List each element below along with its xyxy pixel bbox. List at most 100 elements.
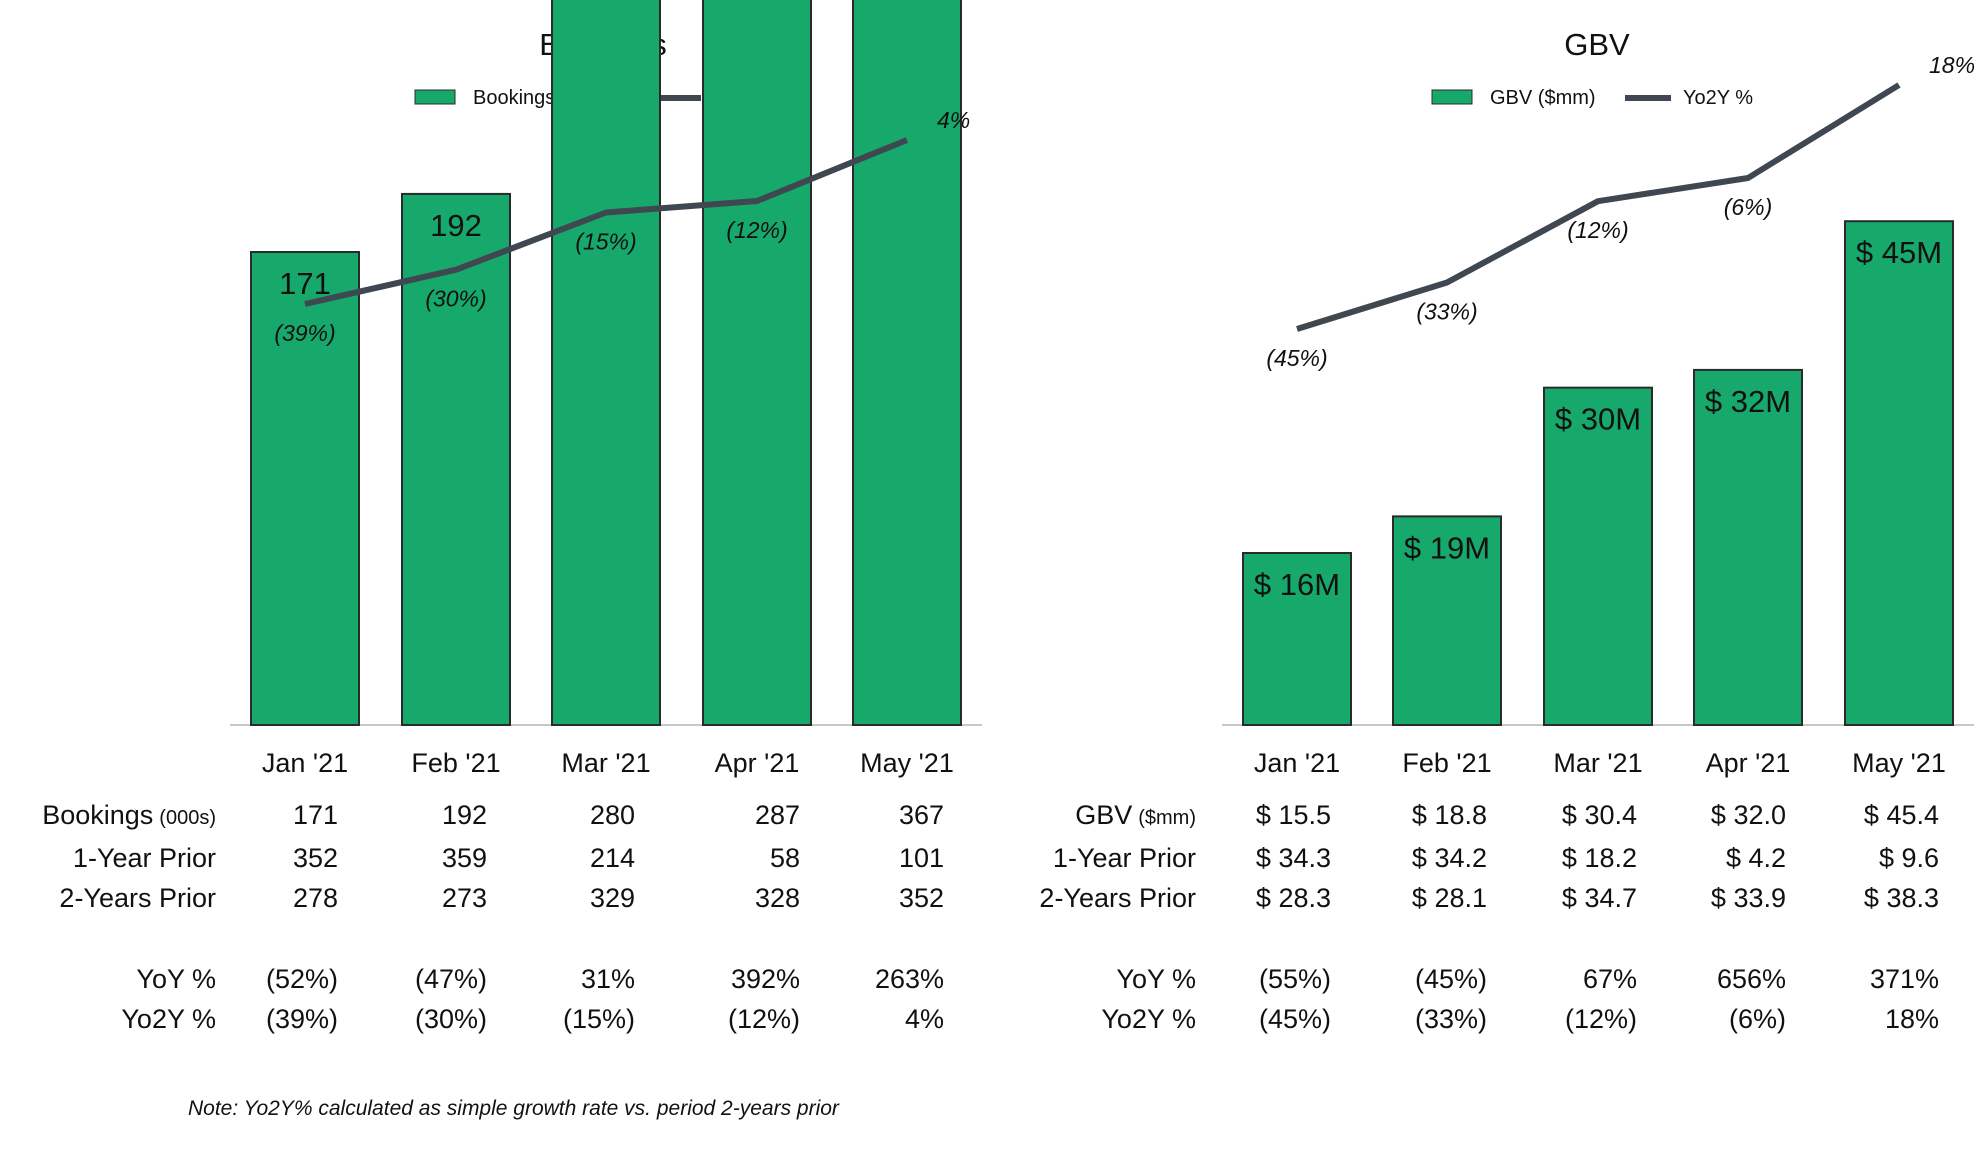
bar-value-label: 171 (279, 266, 331, 301)
table-cell: 18% (1885, 1004, 1939, 1034)
table-cell: $ 38.3 (1864, 883, 1939, 913)
table-cell: (55%) (1259, 964, 1331, 994)
table-row-label: Yo2Y % (1101, 1004, 1196, 1034)
bar-value-label: $ 16M (1254, 567, 1340, 602)
table-cell: $ 28.1 (1412, 883, 1487, 913)
bar-value-label: $ 45M (1856, 235, 1942, 270)
table-cell: 273 (442, 883, 487, 913)
yo2y-label: 18% (1929, 52, 1975, 78)
table-cell: 352 (899, 883, 944, 913)
bar (250, 251, 360, 726)
table-row-label: Yo2Y % (121, 1004, 216, 1034)
table-cell: 31% (581, 964, 635, 994)
table-cell: (39%) (266, 1004, 338, 1034)
bar (551, 0, 661, 727)
yo2y-label: (15%) (575, 228, 636, 254)
yo2y-line (1296, 82, 1901, 332)
table-cell: (33%) (1415, 1004, 1487, 1034)
yo2y-label: (39%) (274, 320, 335, 346)
table-row-label: 2-Years Prior (1039, 883, 1196, 913)
table-row-label: GBV ($mm) (1075, 800, 1196, 830)
bar (702, 0, 812, 726)
table-cell: $ 33.9 (1711, 883, 1786, 913)
table-cell: 67% (1583, 964, 1637, 994)
bar-value-label: $ 32M (1705, 384, 1791, 419)
table-cell: (12%) (1565, 1004, 1637, 1034)
category-label: Jan '21 (1254, 748, 1340, 778)
bar (1242, 552, 1352, 726)
category-label: Apr '21 (1706, 748, 1791, 778)
table-cell: (12%) (728, 1004, 800, 1034)
table-cell: 287 (755, 800, 800, 830)
table-cell: 392% (731, 964, 800, 994)
table-cell: 329 (590, 883, 635, 913)
table-cell: $ 15.5 (1256, 800, 1331, 830)
bar (1392, 515, 1502, 726)
table-cell: (45%) (1415, 964, 1487, 994)
table-cell: 656% (1717, 964, 1786, 994)
table-row-label: Bookings (000s) (42, 800, 216, 830)
table-cell: $ 32.0 (1711, 800, 1786, 830)
table-cell: 192 (442, 800, 487, 830)
table-cell: 367 (899, 800, 944, 830)
table-cell: (15%) (563, 1004, 635, 1034)
bar (1844, 220, 1954, 726)
bar (1543, 386, 1653, 726)
category-label: Jan '21 (262, 748, 348, 778)
table-cell: 278 (293, 883, 338, 913)
table-row-label: 1-Year Prior (1053, 843, 1196, 873)
category-label: Feb '21 (411, 748, 500, 778)
table-cell: $ 34.3 (1256, 843, 1331, 873)
table-cell: $ 9.6 (1879, 843, 1939, 873)
yo2y-line (304, 137, 909, 307)
table-cell: $ 34.2 (1412, 843, 1487, 873)
table-cell: (6%) (1729, 1004, 1786, 1034)
table-row-label: 2-Years Prior (59, 883, 216, 913)
table-cell: 263% (875, 964, 944, 994)
footnote: Note: Yo2Y% calculated as simple growth … (188, 1097, 840, 1120)
table-cell: 352 (293, 843, 338, 873)
chart-title: GBV (1564, 27, 1630, 62)
table-cell: (30%) (415, 1004, 487, 1034)
category-label: Mar '21 (561, 748, 650, 778)
table-cell: 280 (590, 800, 635, 830)
yo2y-label: (6%) (1724, 194, 1773, 220)
yo2y-label: (12%) (726, 217, 787, 243)
category-label: Apr '21 (715, 748, 800, 778)
category-label: Feb '21 (1402, 748, 1491, 778)
table-row-label: YoY % (1116, 964, 1196, 994)
bar (401, 192, 511, 726)
bar-value-label: 192 (430, 208, 482, 243)
table-cell: 4% (905, 1004, 944, 1034)
yo2y-label: (12%) (1567, 217, 1628, 243)
table-cell: $ 4.2 (1726, 843, 1786, 873)
table-cell: (45%) (1259, 1004, 1331, 1034)
table-cell: $ 18.2 (1562, 843, 1637, 873)
legend-swatch-bar (414, 89, 456, 105)
yo2y-label: (33%) (1416, 299, 1477, 325)
table-cell: (52%) (266, 964, 338, 994)
table-cell: 359 (442, 843, 487, 873)
table-cell: 214 (590, 843, 635, 873)
table-cell: 101 (899, 843, 944, 873)
table-cell: $ 28.3 (1256, 883, 1331, 913)
table-cell: 328 (755, 883, 800, 913)
table-cell: $ 30.4 (1562, 800, 1637, 830)
legend-swatch-bar (1431, 89, 1473, 105)
table-cell: $ 18.8 (1412, 800, 1487, 830)
table-cell: $ 45.4 (1864, 800, 1939, 830)
legend-label-bar: GBV ($mm) (1490, 87, 1596, 109)
yo2y-label: (45%) (1266, 345, 1327, 371)
table-row-label: YoY % (136, 964, 216, 994)
table-cell: 58 (770, 843, 800, 873)
category-label: May '21 (860, 748, 954, 778)
table-cell: $ 34.7 (1562, 883, 1637, 913)
bar-value-label: $ 19M (1404, 530, 1490, 565)
yo2y-label: 4% (937, 107, 970, 133)
bar (852, 0, 962, 726)
category-label: May '21 (1852, 748, 1946, 778)
table-cell: 171 (293, 800, 338, 830)
category-label: Mar '21 (1553, 748, 1642, 778)
table-cell: 371% (1870, 964, 1939, 994)
